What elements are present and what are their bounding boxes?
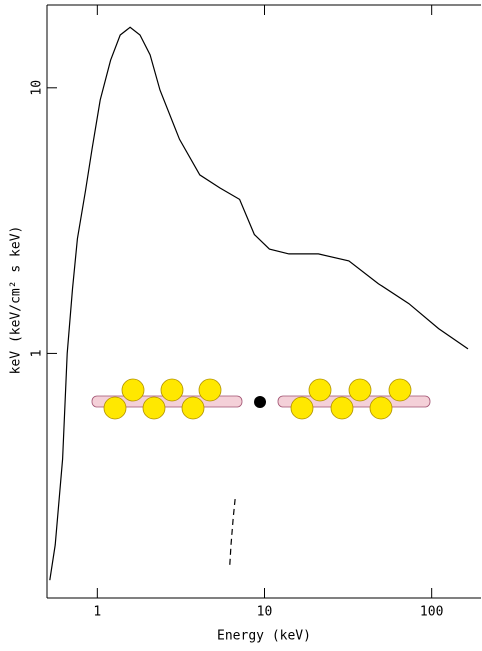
plot-frame: [46, 4, 481, 599]
y-tick-label: 1: [30, 350, 45, 358]
y-tick-label: 10: [30, 80, 45, 96]
x-axis-label: Energy (keV): [217, 629, 311, 644]
y-axis-label: keV (keV/cm² s keV): [9, 226, 24, 375]
cartoon: [91, 378, 431, 420]
x-tick-label: 1: [93, 605, 101, 620]
x-tick-label: 10: [257, 605, 273, 620]
x-tick-label: 100: [420, 605, 443, 620]
series-line: [229, 496, 236, 565]
series-line: [49, 26, 469, 581]
